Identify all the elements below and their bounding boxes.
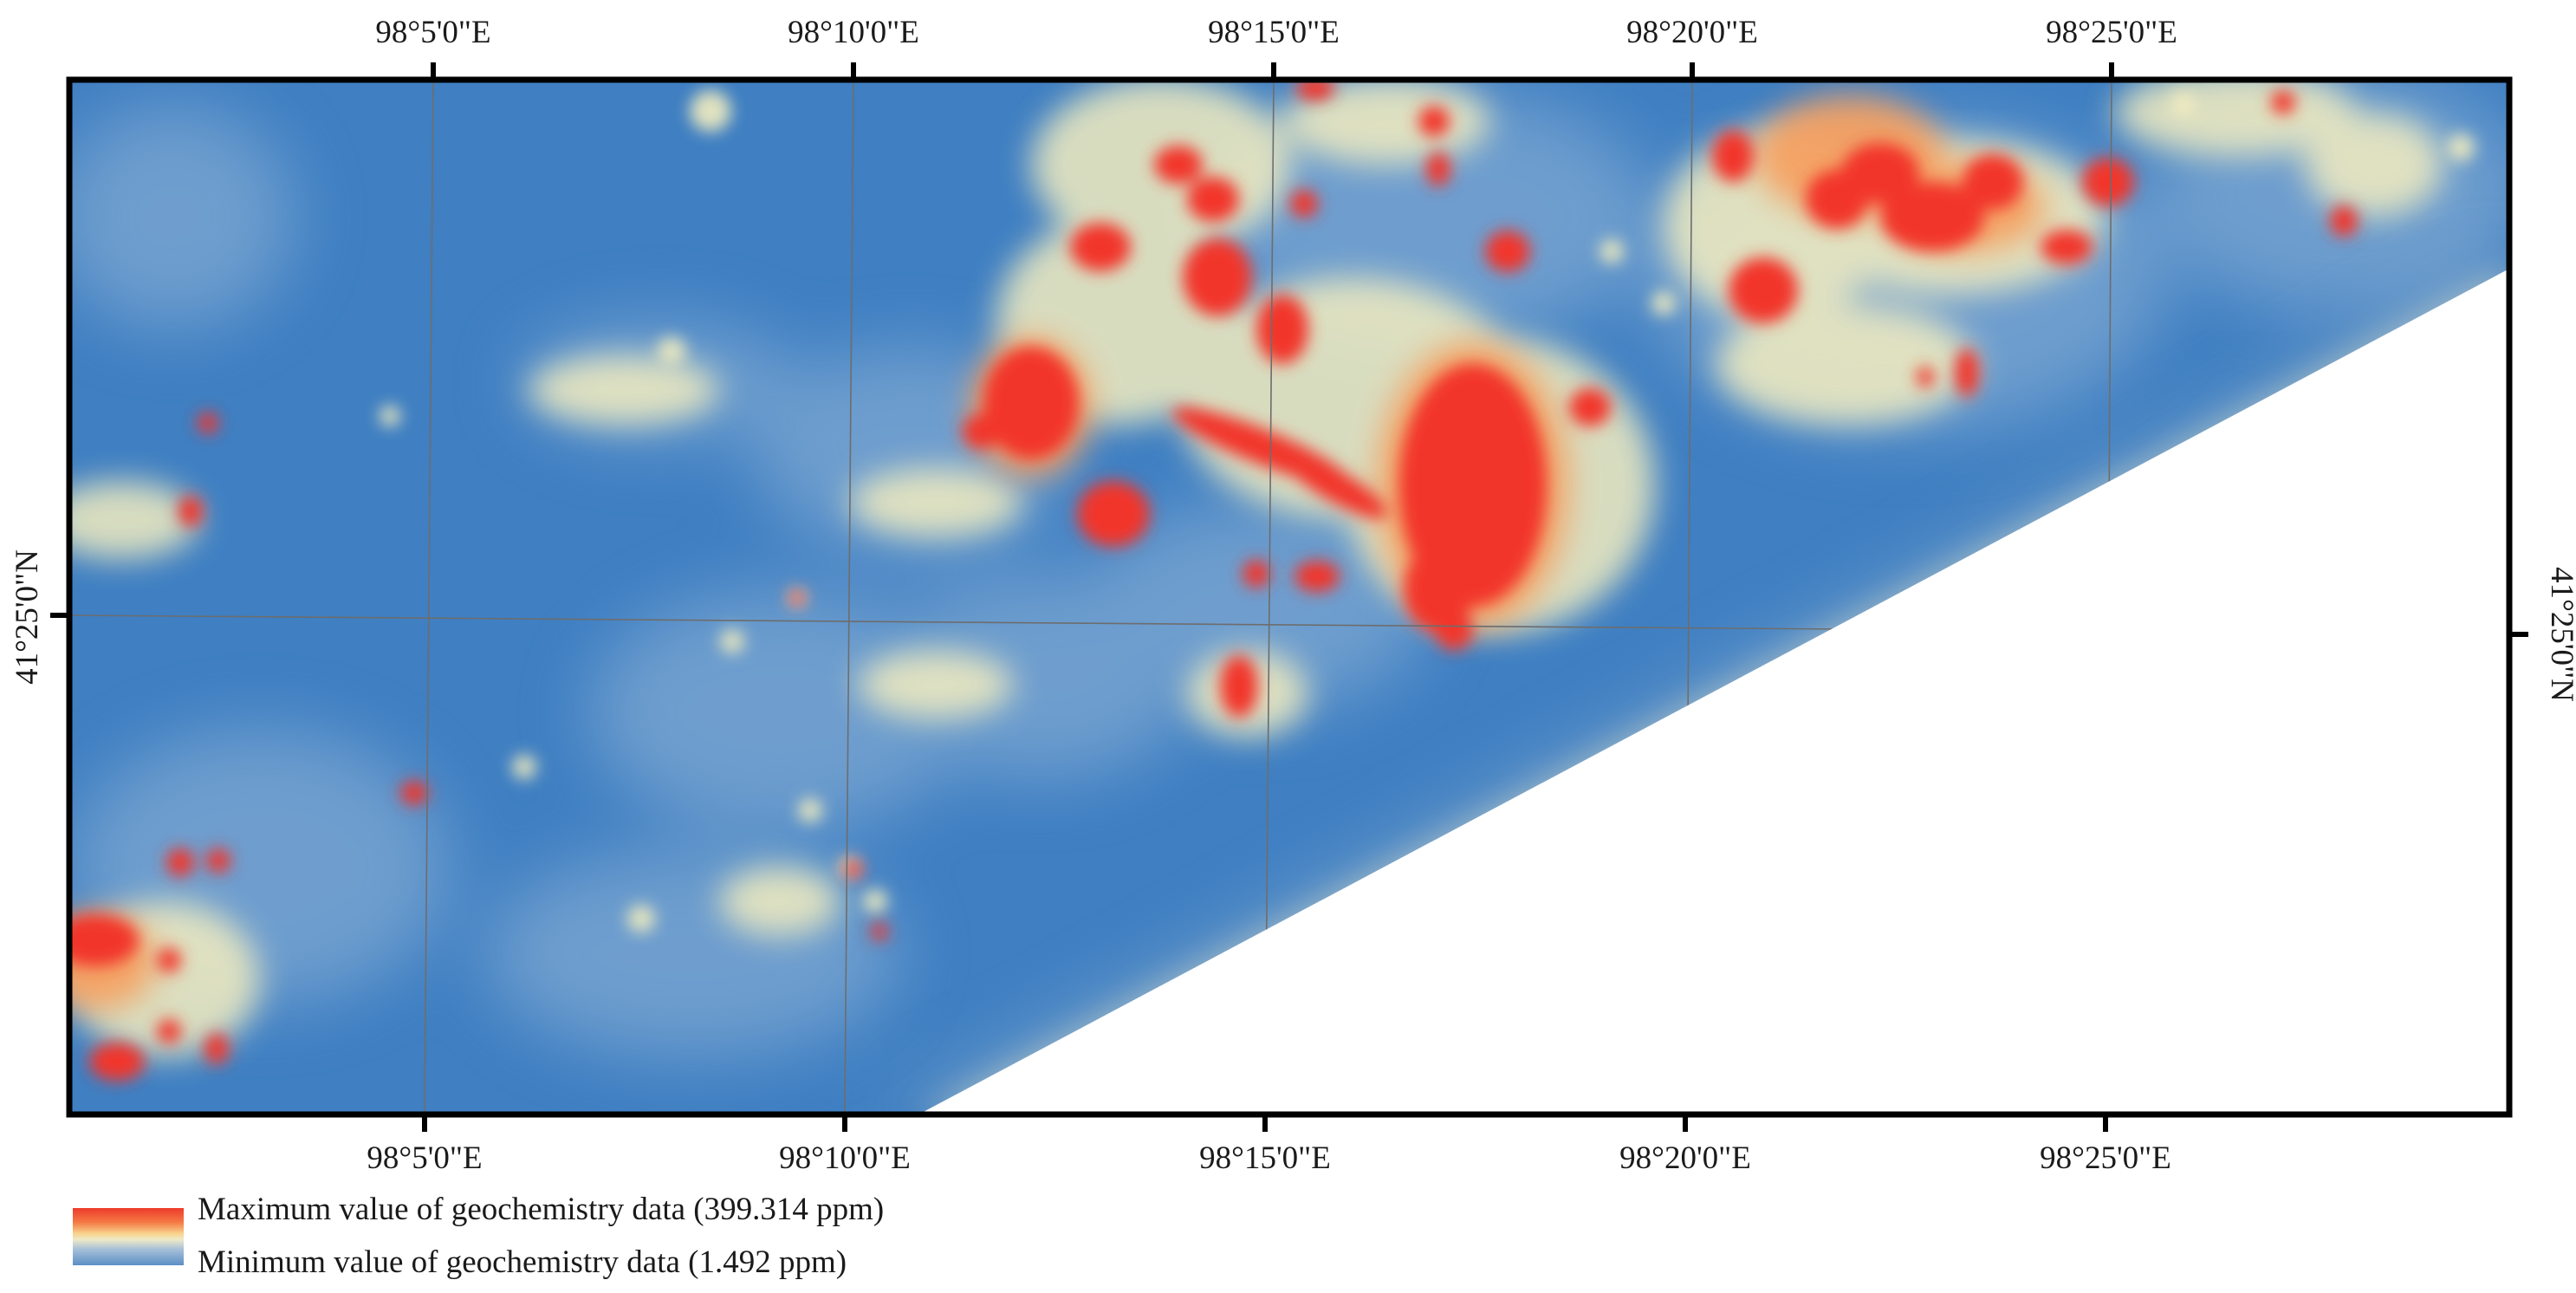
map-frame	[66, 76, 2513, 1118]
lon-label-top-3: 98°15'0"E	[1208, 15, 1340, 50]
lon-label-bottom-2: 98°10'0"E	[779, 1140, 911, 1176]
legend-min-label: Minimum value of geochemistry data (1.49…	[198, 1244, 847, 1280]
lon-label-bottom-4: 98°20'0"E	[1619, 1140, 1751, 1176]
lon-label-bottom-3: 98°15'0"E	[1199, 1140, 1331, 1176]
lon-label-bottom-5: 98°25'0"E	[2040, 1140, 2171, 1176]
lat-label-right: 41°25'0"N	[2544, 567, 2576, 702]
frame-ticks	[50, 62, 2528, 1132]
lon-label-top-5: 98°25'0"E	[2046, 15, 2177, 50]
lat-label-left: 41°25'0"N	[10, 549, 45, 685]
lon-label-top-4: 98°20'0"E	[1626, 15, 1758, 50]
high-value-anomalies	[69, 80, 2358, 1081]
geochemistry-raster	[69, 80, 2509, 1114]
lon-label-top-1: 98°5'0"E	[375, 15, 491, 50]
legend-color-ramp	[73, 1208, 184, 1265]
legend-max-label: Maximum value of geochemistry data (399.…	[198, 1192, 885, 1227]
lon-label-top-2: 98°10'0"E	[788, 15, 919, 50]
lon-label-bottom-1: 98°5'0"E	[367, 1140, 483, 1176]
